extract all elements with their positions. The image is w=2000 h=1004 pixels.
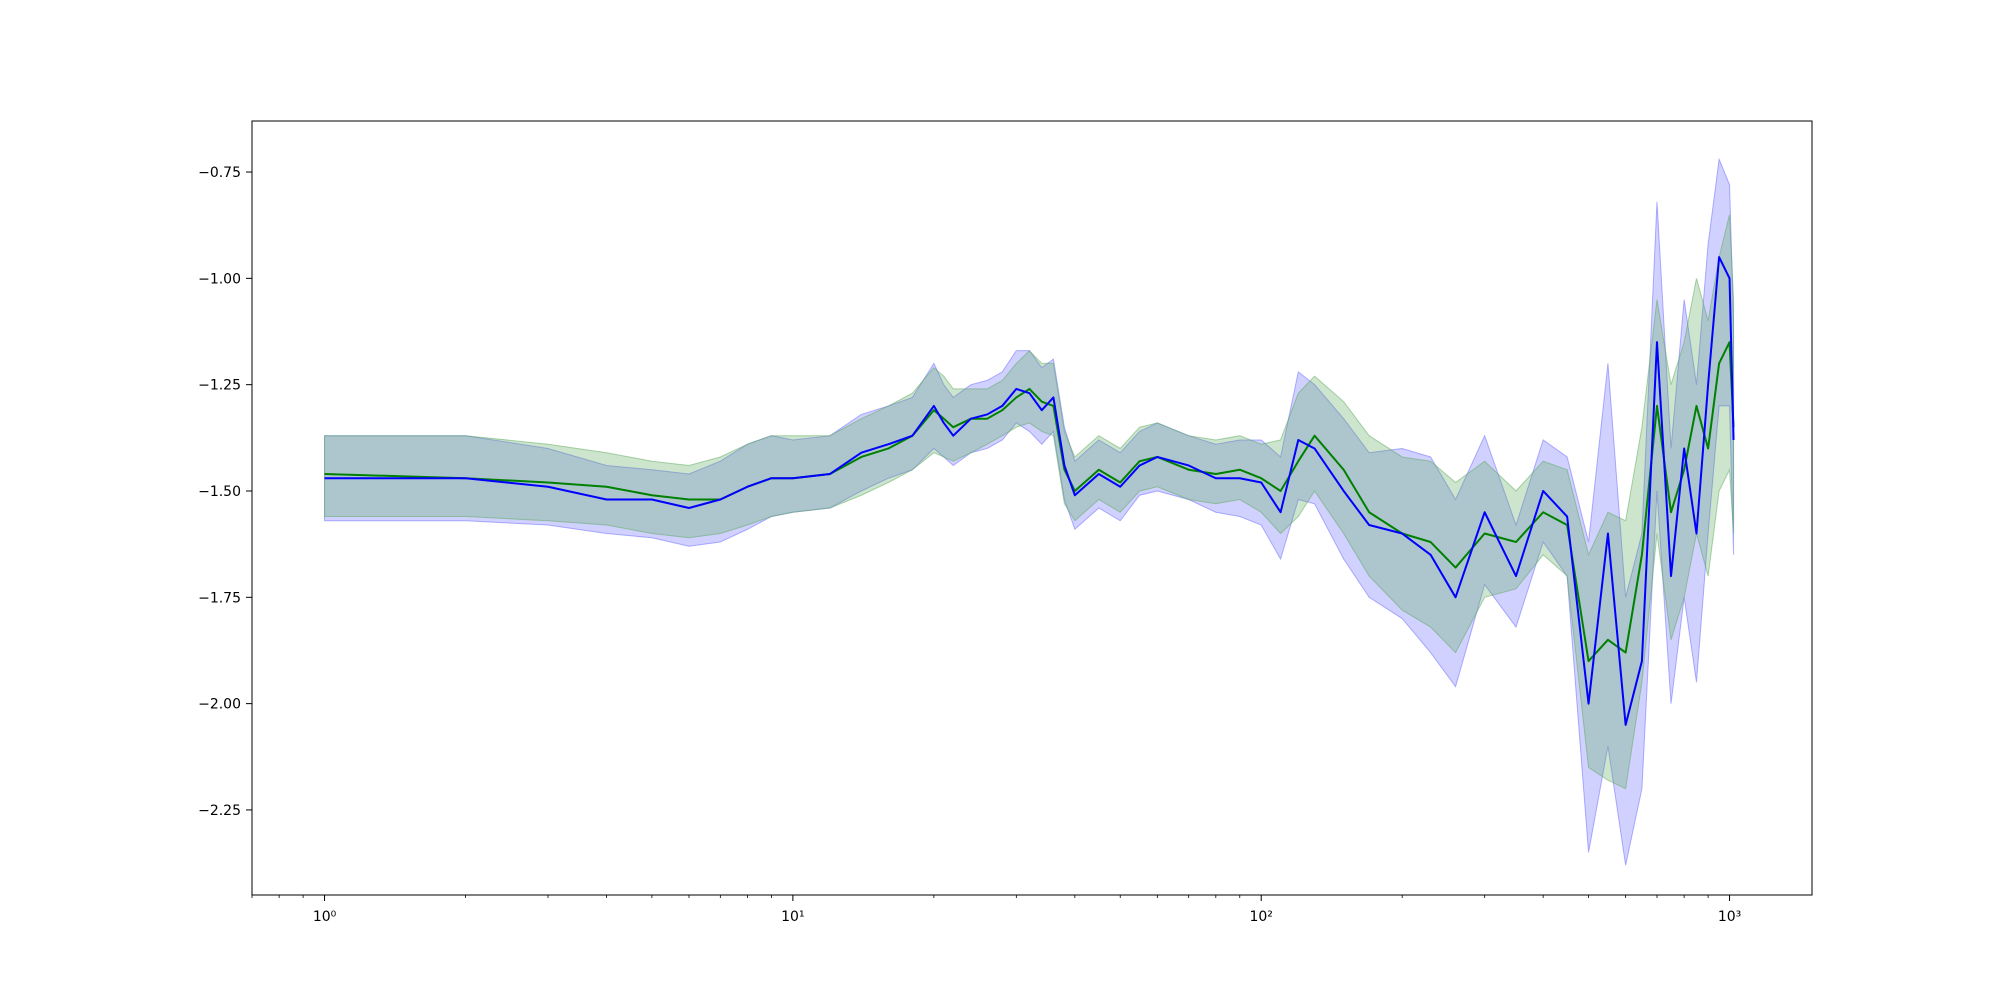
y-axis: −0.75 −1.00 −1.25 −1.50 −1.75 −2.00 −2.25: [198, 165, 252, 819]
y-tick-label: −1.25: [198, 378, 241, 394]
x-tick-label: 10³: [1718, 909, 1741, 925]
y-tick-label: −0.75: [198, 165, 241, 181]
y-tick-label: −1.50: [198, 484, 241, 500]
y-tick-label: −2.25: [198, 803, 241, 819]
band-blue: [324, 157, 1735, 866]
x-tick-label: 10²: [1249, 909, 1272, 925]
series-line-blue: [324, 256, 1735, 726]
plot-frame: [251, 120, 1813, 896]
x-axis: 10⁰ 10¹ 10² 10³: [251, 895, 1741, 925]
series-lines: [324, 256, 1735, 726]
confidence-bands: [324, 157, 1735, 866]
y-tick-label: −2.00: [198, 697, 241, 713]
y-tick-label: −1.00: [198, 271, 241, 287]
y-tick-label: −1.75: [198, 590, 241, 606]
band-green: [324, 214, 1735, 790]
x-tick-label: 10¹: [781, 909, 804, 925]
x-tick-label: 10⁰: [313, 909, 337, 925]
